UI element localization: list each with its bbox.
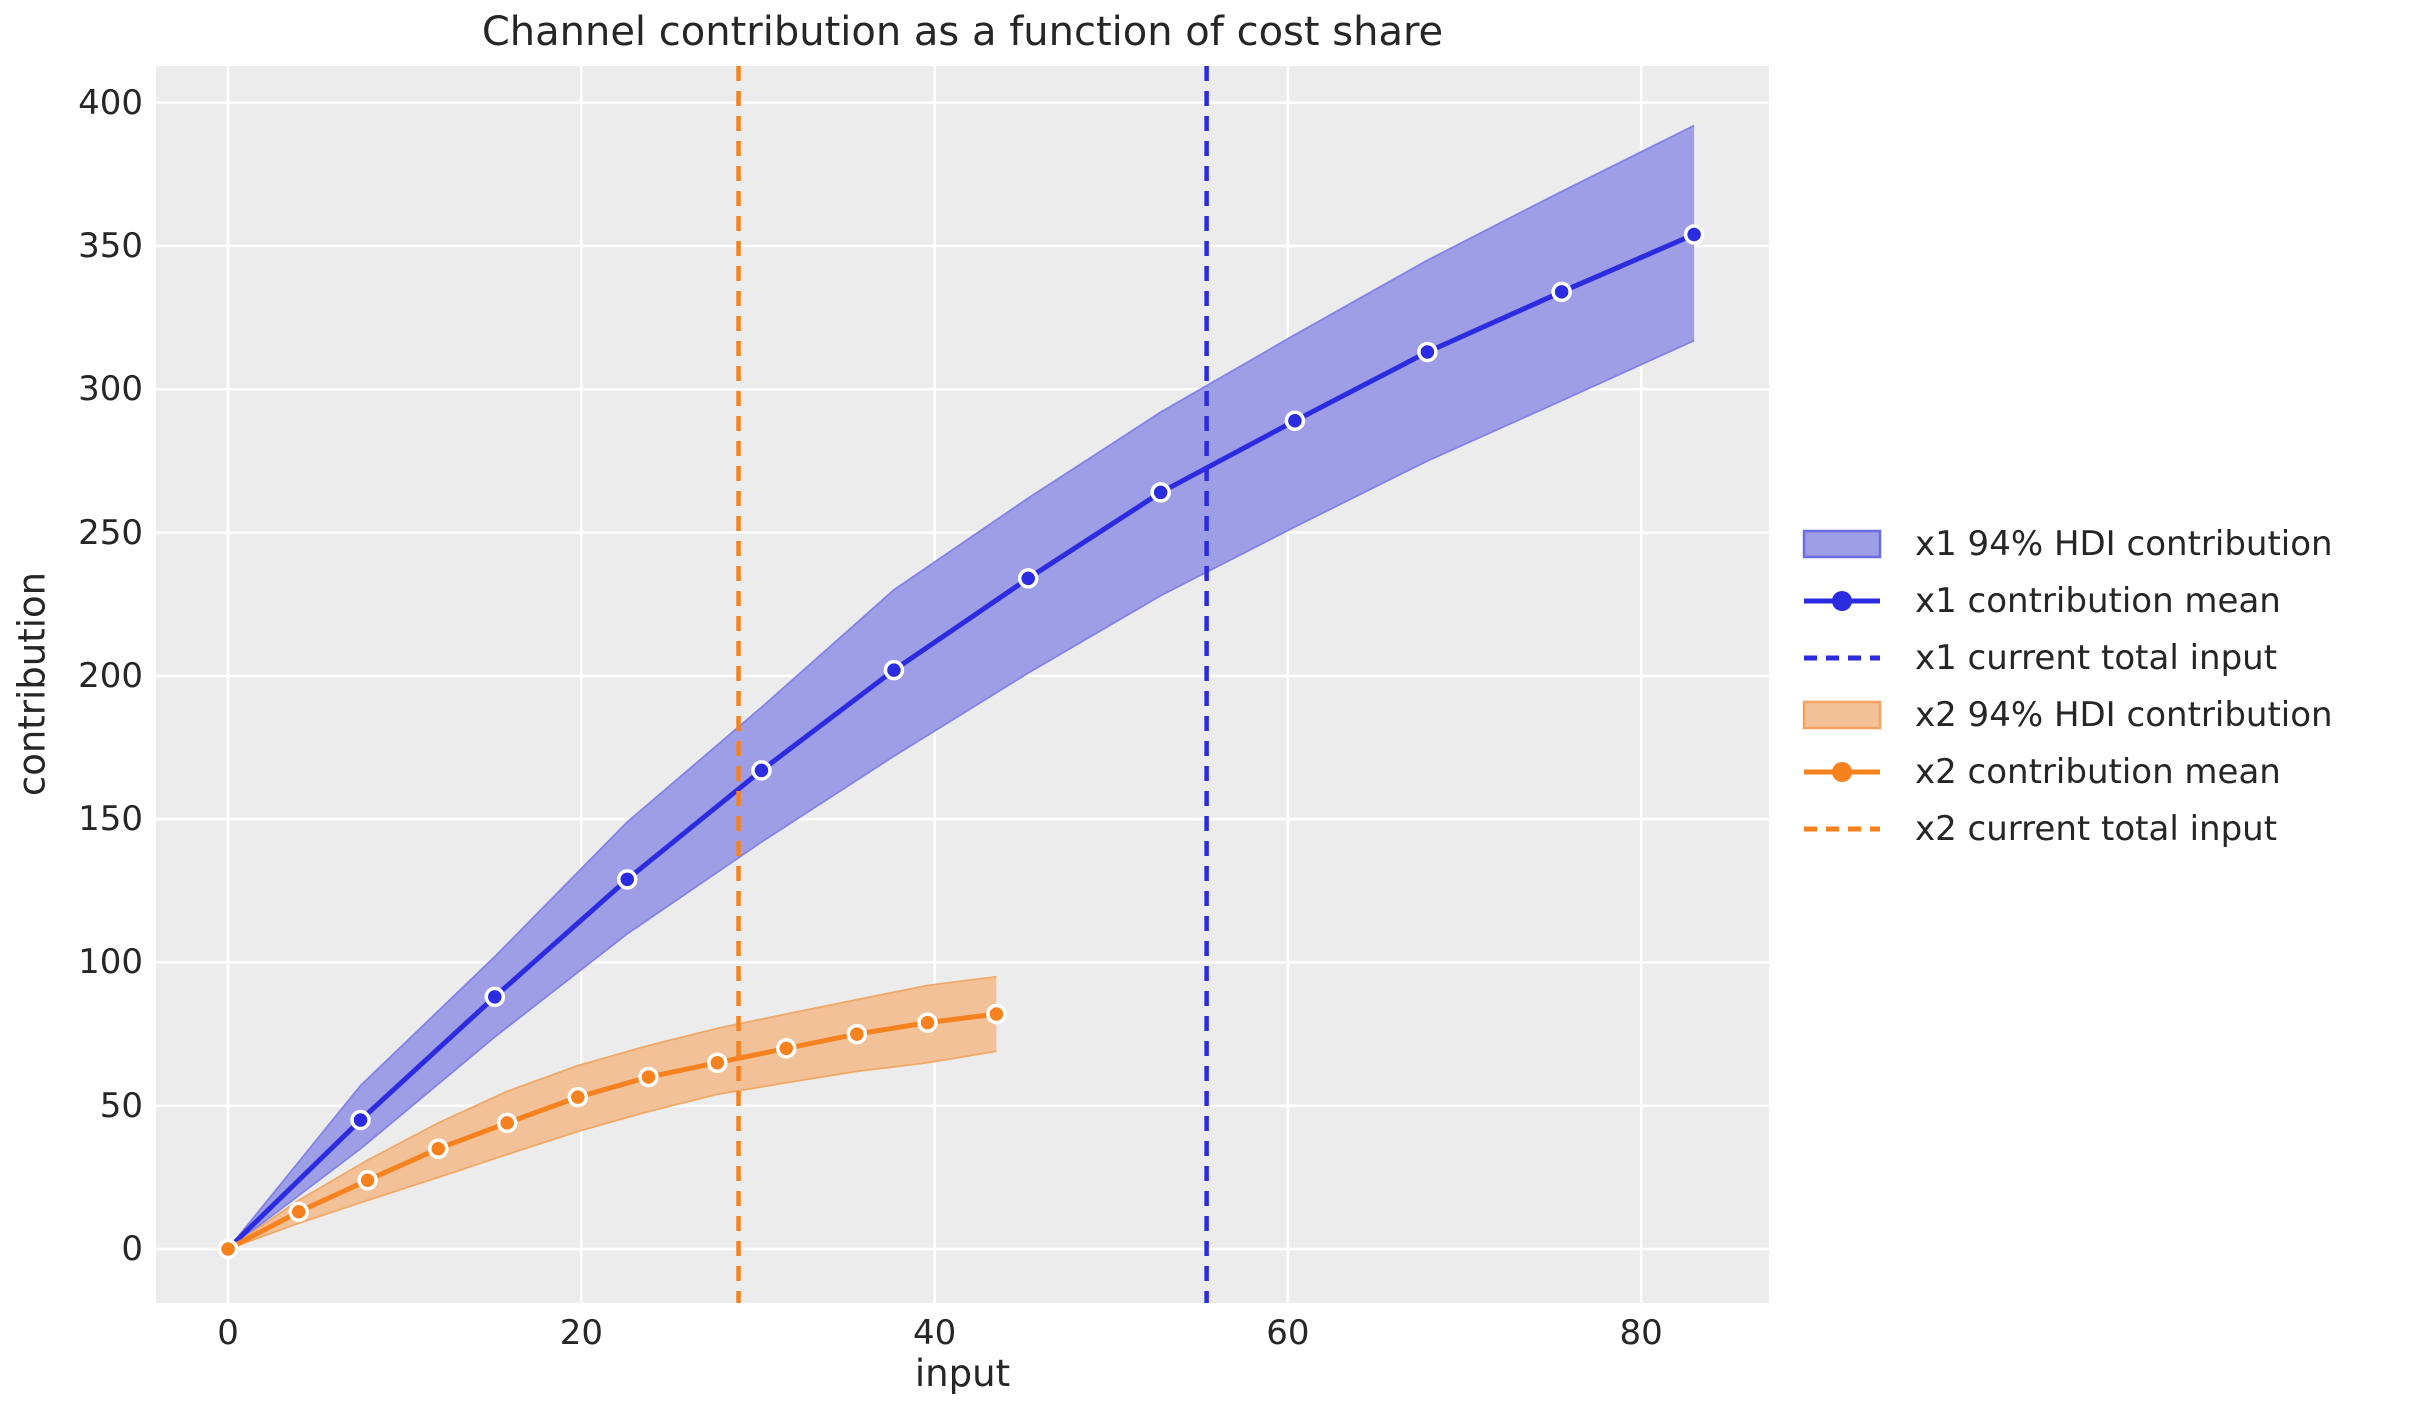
- legend-swatch-dash-icon: [1804, 826, 1880, 831]
- x1-mean-line: [225, 232, 1697, 1252]
- y-tick-label: 250: [78, 512, 143, 553]
- legend-swatch-band-icon: [1802, 529, 1882, 558]
- x1-marker: [1551, 281, 1572, 303]
- y-tick-label: 200: [78, 655, 143, 696]
- x2-hdi-lower-edge: [227, 1050, 997, 1250]
- legend-swatch-line-marker-icon: [1804, 590, 1880, 611]
- y-tick-label: 300: [78, 369, 143, 410]
- legend-label: x1 current total input: [1915, 637, 2278, 678]
- legend-item: x2 current total input: [1802, 800, 2333, 857]
- x2-marker: [917, 1012, 938, 1033]
- legend-label: x1 contribution mean: [1915, 580, 2281, 621]
- chart-canvas: [156, 66, 1769, 1303]
- x2-marker: [707, 1052, 728, 1073]
- y-tick-label: 0: [121, 1229, 143, 1269]
- x2-marker: [567, 1086, 589, 1108]
- x1-marker: [1417, 341, 1438, 363]
- x2-hdi-upper-edge: [227, 975, 997, 1250]
- legend-item: x2 contribution mean: [1802, 743, 2333, 800]
- y-tick-label: 350: [78, 225, 143, 266]
- x1-hdi-band: [228, 125, 1695, 1250]
- x2-marker: [846, 1023, 868, 1045]
- chart-title: Channel contribution as a function of co…: [481, 9, 1444, 55]
- x2-marker: [986, 1003, 1007, 1025]
- x2-marker: [288, 1201, 309, 1223]
- legend-swatch-dash-icon: [1804, 655, 1880, 660]
- legend-item: x2 94% HDI contribution: [1802, 686, 2333, 743]
- x2-marker: [428, 1138, 449, 1159]
- legend-item: x1 current total input: [1802, 629, 2333, 686]
- x1-marker: [350, 1109, 371, 1131]
- x1-marker: [1683, 224, 1705, 245]
- legend-item: x1 contribution mean: [1802, 572, 2333, 629]
- legend-label: x1 94% HDI contribution: [1915, 523, 2333, 564]
- x-tick-label: 0: [217, 1313, 239, 1353]
- x2-marker: [638, 1066, 659, 1088]
- x2-marker: [217, 1238, 239, 1260]
- x1-marker: [617, 869, 638, 890]
- x-axis-label: input: [914, 1352, 1011, 1395]
- x1-marker: [883, 659, 905, 681]
- y-tick-label: 50: [99, 1085, 143, 1126]
- legend-label: x2 current total input: [1915, 808, 2278, 849]
- x1-marker: [751, 760, 772, 781]
- y-axis-label-text: contribution: [10, 571, 54, 797]
- x1-hdi-upper-edge: [227, 124, 1695, 1250]
- x2-marker: [775, 1038, 797, 1059]
- legend-item: x1 94% HDI contribution: [1802, 515, 2333, 572]
- legend-label: x2 contribution mean: [1915, 751, 2281, 792]
- x1-marker: [1150, 482, 1171, 503]
- x1-hdi-lower-edge: [227, 339, 1695, 1250]
- y-tick-label: 100: [78, 942, 143, 983]
- x1-marker: [484, 986, 506, 1008]
- x1-marker: [1284, 410, 1306, 432]
- x2-mean-line: [225, 1011, 999, 1252]
- plot-area: [156, 66, 1769, 1303]
- x2-marker: [357, 1169, 378, 1191]
- x-tick-label: 60: [1266, 1313, 1310, 1353]
- x-tick-label: 20: [559, 1313, 603, 1353]
- x2-marker: [496, 1112, 518, 1134]
- x1-marker: [1017, 568, 1039, 589]
- legend-swatch-band-icon: [1802, 700, 1882, 729]
- x-tick-label: 40: [912, 1313, 957, 1353]
- legend: x1 94% HDI contribution x1 contribution m…: [1802, 515, 2333, 857]
- x-tick-label: 80: [1619, 1313, 1663, 1353]
- legend-label: x2 94% HDI contribution: [1915, 694, 2333, 735]
- y-tick-label: 150: [78, 799, 143, 840]
- y-tick-label: 400: [78, 82, 143, 123]
- legend-swatch-line-marker-icon: [1804, 761, 1880, 782]
